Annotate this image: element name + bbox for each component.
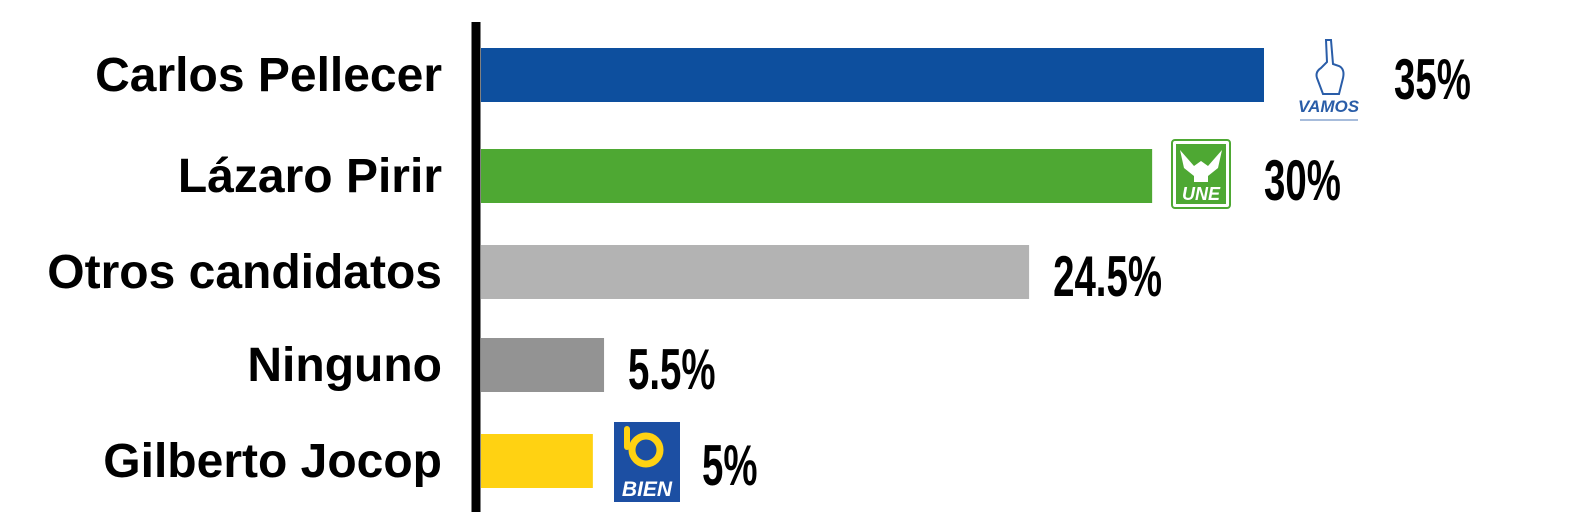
bar-4: [481, 338, 605, 392]
vamos-logo-icon: VAMOS: [1298, 39, 1360, 121]
une-logo-icon: UNE: [1171, 139, 1231, 209]
bar-3: [481, 245, 1030, 299]
une-logo-text: UNE: [1182, 184, 1221, 204]
category-label: Otros candidatos: [47, 246, 442, 299]
category-label: Ninguno: [247, 339, 442, 392]
logos-group: VAMOS UNE BIEN: [614, 39, 1360, 502]
bien-logo-icon: BIEN: [614, 422, 680, 502]
category-label: Carlos Pellecer: [95, 49, 442, 102]
value-label: 5.5%: [628, 338, 716, 402]
value-labels-group: 35% 30% 24.5% 5.5% 5%: [628, 48, 1471, 498]
bar-2: [481, 149, 1153, 203]
bar-5: [481, 434, 593, 488]
category-label: Gilberto Jocop: [103, 435, 442, 488]
value-label: 5%: [702, 434, 757, 498]
value-label: 35%: [1394, 48, 1471, 112]
category-label: Lázaro Pirir: [178, 150, 442, 203]
value-label: 24.5%: [1053, 245, 1162, 309]
value-label: 30%: [1264, 149, 1341, 213]
category-labels-group: Carlos Pellecer Lázaro Pirir Otros candida…: [47, 49, 442, 488]
bars-group: [481, 48, 1264, 488]
vamos-logo-text: VAMOS: [1298, 97, 1360, 116]
bien-logo-text: BIEN: [622, 478, 673, 501]
bar-1: [481, 48, 1264, 102]
